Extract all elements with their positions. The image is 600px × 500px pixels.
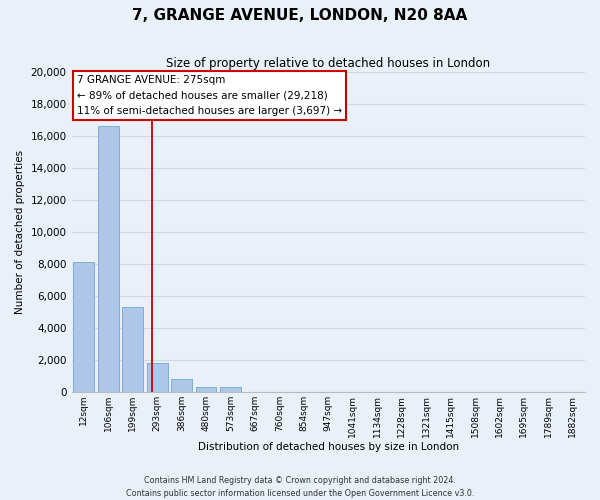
Bar (147, 363, 167, 392)
Y-axis label: Number of detached properties: Number of detached properties (15, 150, 25, 314)
Title: Size of property relative to detached houses in London: Size of property relative to detached ho… (166, 58, 490, 70)
Bar (220, 387, 241, 392)
Bar (98, 126, 119, 392)
Bar (122, 307, 143, 392)
Bar (73, 262, 94, 392)
Bar (171, 379, 192, 392)
Bar (196, 387, 217, 392)
X-axis label: Distribution of detached houses by size in London: Distribution of detached houses by size … (198, 442, 459, 452)
Text: 7, GRANGE AVENUE, LONDON, N20 8AA: 7, GRANGE AVENUE, LONDON, N20 8AA (133, 8, 467, 22)
Text: Contains HM Land Registry data © Crown copyright and database right 2024.
Contai: Contains HM Land Registry data © Crown c… (126, 476, 474, 498)
Text: 7 GRANGE AVENUE: 275sqm
← 89% of detached houses are smaller (29,218)
11% of sem: 7 GRANGE AVENUE: 275sqm ← 89% of detache… (77, 75, 342, 116)
